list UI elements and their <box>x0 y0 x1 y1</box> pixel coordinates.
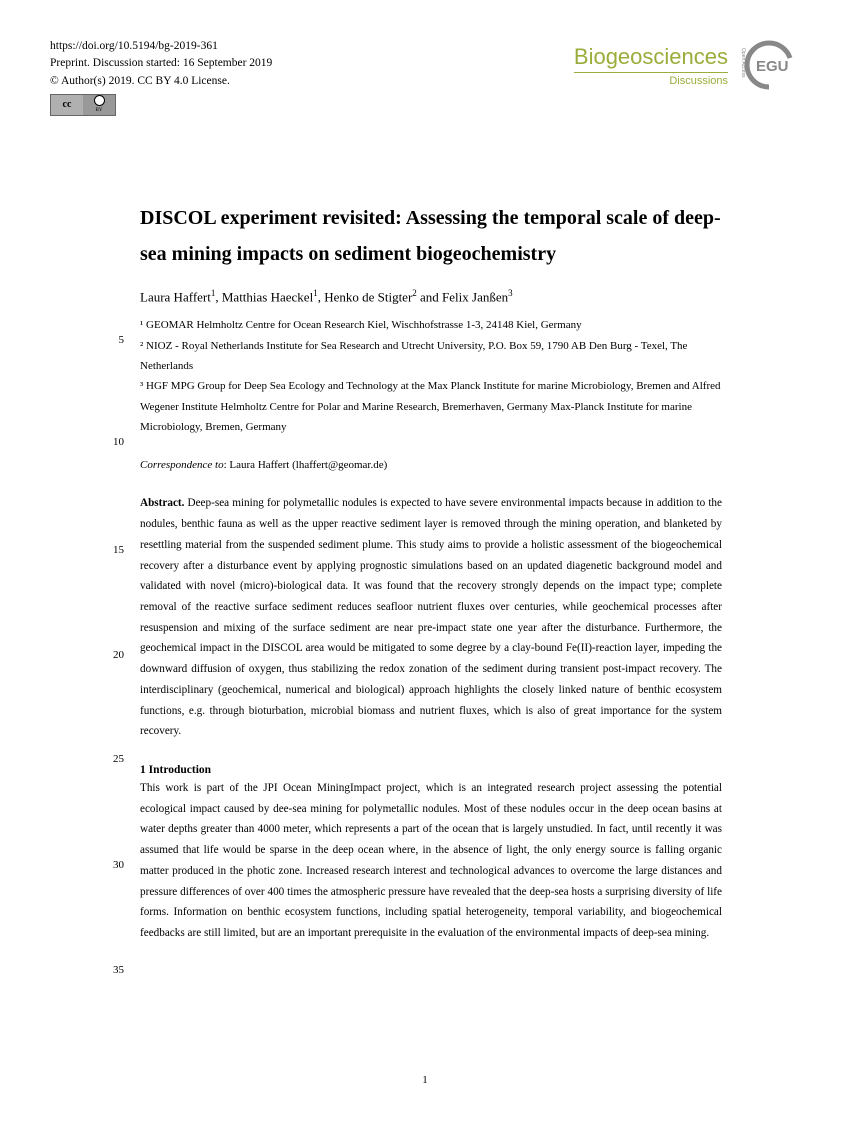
article-content: 5 10 15 20 25 30 35 DISCOL experiment re… <box>140 200 722 944</box>
abstract-label: Abstract. <box>140 497 184 509</box>
correspondence-text: : Laura Haffert (lhaffert@geomar.de) <box>224 459 388 471</box>
article-title: DISCOL experiment revisited: Assessing t… <box>140 200 722 272</box>
authors-line: Laura Haffert1, Matthias Haeckel1, Henko… <box>140 288 722 305</box>
svg-text:EGU: EGU <box>756 58 789 75</box>
section-1-body: This work is part of the JPI Ocean Minin… <box>140 778 722 944</box>
cc-by-badge[interactable]: cc BY <box>50 94 116 116</box>
egu-logo: EGU Open Access <box>738 38 800 93</box>
page-number: 1 <box>0 1074 850 1086</box>
abstract-text: Deep-sea mining for polymetallic nodules… <box>140 497 722 737</box>
correspondence: Correspondence to: Laura Haffert (lhaffe… <box>140 459 722 471</box>
correspondence-label: Correspondence to <box>140 459 224 471</box>
section-1-heading: 1 Introduction <box>140 764 722 776</box>
affiliation-1: ¹ GEOMAR Helmholtz Centre for Ocean Rese… <box>140 315 722 335</box>
journal-name: Biogeosciences <box>574 44 728 73</box>
page-header: https://doi.org/10.5194/bg-2019-361 Prep… <box>50 38 800 110</box>
header-right: Biogeosciences Discussions EGU Open Acce… <box>574 38 800 93</box>
svg-text:Open Access: Open Access <box>740 48 746 78</box>
journal-subtitle: Discussions <box>574 75 728 87</box>
abstract: Abstract. Deep-sea mining for polymetall… <box>140 493 722 742</box>
affiliations: ¹ GEOMAR Helmholtz Centre for Ocean Rese… <box>140 315 722 437</box>
affiliation-2: ² NIOZ - Royal Netherlands Institute for… <box>140 336 722 377</box>
journal-block: Biogeosciences Discussions <box>574 44 728 87</box>
affiliation-3: ³ HGF MPG Group for Deep Sea Ecology and… <box>140 376 722 437</box>
